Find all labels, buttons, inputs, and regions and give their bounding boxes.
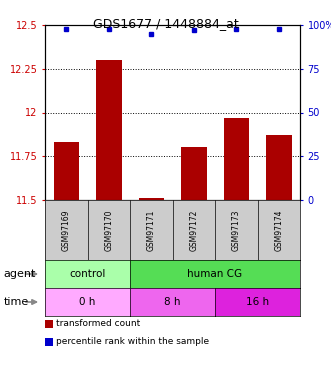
Text: 0 h: 0 h — [79, 297, 96, 307]
Bar — [54, 142, 79, 200]
Bar — [96, 60, 121, 200]
Text: control: control — [69, 269, 106, 279]
Text: GSM97171: GSM97171 — [147, 209, 156, 251]
Bar — [181, 147, 207, 200]
Bar — [223, 118, 249, 200]
Text: 8 h: 8 h — [164, 297, 181, 307]
Text: time: time — [3, 297, 28, 307]
Text: agent: agent — [3, 269, 36, 279]
Bar — [266, 135, 292, 200]
Text: transformed count: transformed count — [56, 320, 140, 328]
Bar — [138, 198, 164, 200]
Text: GSM97174: GSM97174 — [274, 209, 283, 251]
Text: human CG: human CG — [187, 269, 243, 279]
Text: GSM97169: GSM97169 — [62, 209, 71, 251]
Text: GDS1677 / 1448884_at: GDS1677 / 1448884_at — [93, 17, 238, 30]
Text: percentile rank within the sample: percentile rank within the sample — [56, 338, 209, 346]
Text: GSM97172: GSM97172 — [189, 209, 198, 251]
Text: 16 h: 16 h — [246, 297, 269, 307]
Text: GSM97170: GSM97170 — [104, 209, 113, 251]
Text: GSM97173: GSM97173 — [232, 209, 241, 251]
